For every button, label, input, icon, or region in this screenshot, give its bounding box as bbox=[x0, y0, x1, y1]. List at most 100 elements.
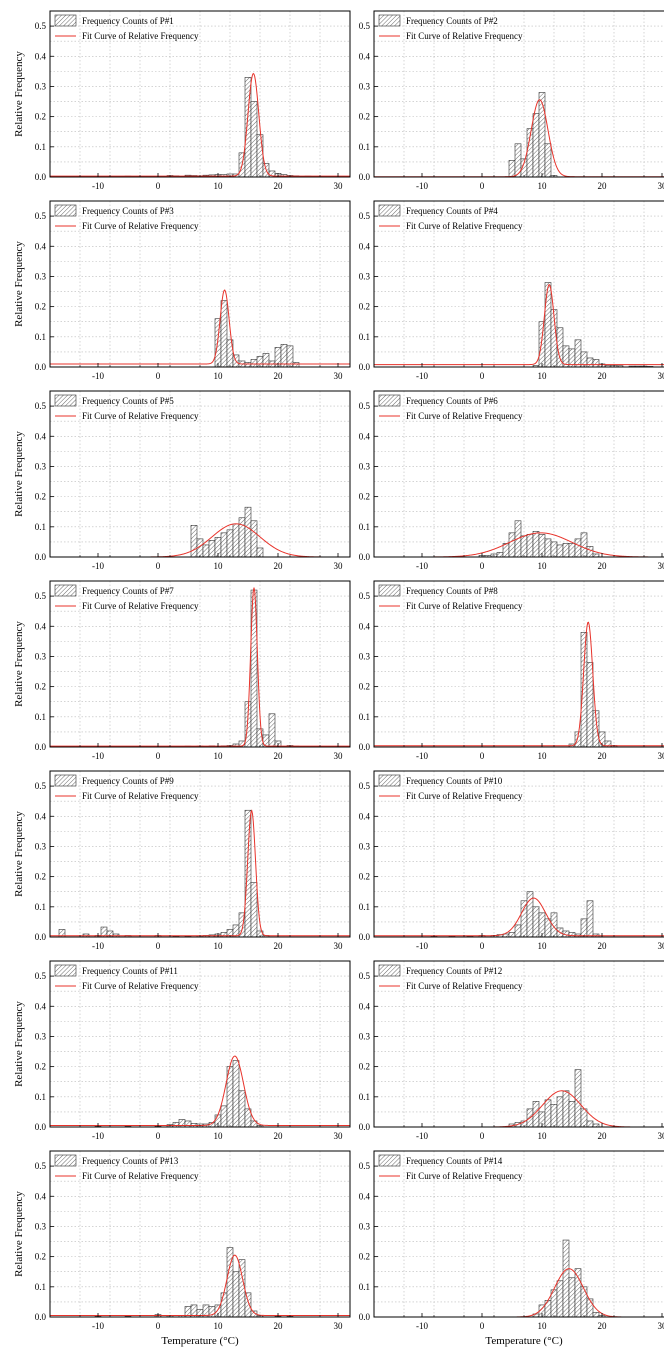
histogram-bar bbox=[550, 541, 558, 557]
histogram-bar bbox=[244, 362, 252, 367]
bars bbox=[214, 300, 300, 367]
histogram-bar bbox=[556, 544, 564, 557]
legend-bar-swatch bbox=[378, 204, 401, 217]
panels-root: -10 0 10 20 30 0.0 0.1 0.2 0.3 0.4 0.5 Frequency Co… bbox=[13, 10, 664, 1347]
panel-P1: -10 0 10 20 30 0.0 0.1 0.2 0.3 0.4 0.5 Frequency Co… bbox=[13, 10, 351, 191]
bars bbox=[478, 520, 600, 557]
x-tick-label: 10 bbox=[214, 1131, 224, 1141]
y-tick-label: 0.0 bbox=[35, 932, 47, 942]
x-tick-label: -10 bbox=[416, 1321, 428, 1331]
y-tick-label: 0.4 bbox=[359, 1191, 371, 1201]
panel-P10: -10 0 10 20 30 0.0 0.1 0.2 0.3 0.4 0.5 Frequency Co… bbox=[359, 770, 664, 951]
histogram-bar bbox=[232, 523, 240, 557]
histogram-bar bbox=[250, 101, 258, 177]
histogram-bar bbox=[244, 506, 252, 557]
y-tick-label: 0.0 bbox=[359, 362, 371, 372]
y-tick-label: 0.2 bbox=[359, 112, 370, 122]
histogram-bar bbox=[580, 918, 588, 937]
x-tick-label: 10 bbox=[214, 751, 224, 761]
bars bbox=[568, 632, 618, 747]
histogram-bar bbox=[586, 1120, 594, 1127]
y-tick-label: 0.5 bbox=[359, 781, 371, 791]
y-tick-label: 0.4 bbox=[359, 1001, 371, 1011]
y-axis-title: Relative Frequency bbox=[13, 1191, 25, 1277]
y-axis-title: Relative Frequency bbox=[13, 431, 25, 517]
fit-curve bbox=[374, 897, 664, 937]
y-tick-label: 0.4 bbox=[359, 431, 371, 441]
y-tick-label: 0.5 bbox=[359, 401, 371, 411]
x-tick-label: 20 bbox=[598, 561, 608, 571]
y-tick-label: 0.3 bbox=[359, 651, 371, 661]
legend-bar-label: Frequency Counts of P#2 bbox=[406, 16, 498, 26]
x-tick-label: 30 bbox=[334, 751, 344, 761]
y-tick-label: 0.1 bbox=[359, 142, 370, 152]
legend-fit-label: Fit Curve of Relative Frequency bbox=[82, 411, 199, 421]
legend-fit-label: Fit Curve of Relative Frequency bbox=[82, 221, 199, 231]
y-tick-label: 0.0 bbox=[359, 932, 371, 942]
histogram-bar bbox=[514, 924, 522, 937]
x-tick-label: 30 bbox=[334, 941, 344, 951]
legend-bar-label: Frequency Counts of P#4 bbox=[406, 206, 498, 216]
panel-P5: -10 0 10 20 30 0.0 0.1 0.2 0.3 0.4 0.5 Frequency Co… bbox=[13, 390, 351, 571]
histogram-bar bbox=[568, 932, 576, 937]
y-tick-label: 0.0 bbox=[359, 1122, 371, 1132]
x-tick-label: 10 bbox=[538, 1131, 548, 1141]
legend-bar-swatch bbox=[54, 394, 77, 407]
legend-bar-label: Frequency Counts of P#9 bbox=[82, 776, 174, 786]
legend-bar-label: Frequency Counts of P#11 bbox=[82, 966, 178, 976]
y-tick-label: 0.2 bbox=[359, 492, 370, 502]
histogram-bar bbox=[544, 538, 552, 557]
x-tick-label: 20 bbox=[274, 751, 284, 761]
x-tick-label: -10 bbox=[92, 1131, 104, 1141]
y-tick-label: 0.4 bbox=[35, 241, 47, 251]
histogram-bar bbox=[574, 538, 582, 557]
x-tick-label: 0 bbox=[156, 371, 161, 381]
grid-lines bbox=[49, 1150, 351, 1317]
histogram-bar bbox=[550, 912, 558, 937]
y-tick-label: 0.4 bbox=[35, 621, 47, 631]
y-tick-label: 0.5 bbox=[359, 971, 371, 981]
panel-P4: -10 0 10 20 30 0.0 0.1 0.2 0.3 0.4 0.5 Frequency Co… bbox=[359, 200, 664, 381]
x-tick-label: -10 bbox=[416, 941, 428, 951]
x-tick-label: -10 bbox=[92, 371, 104, 381]
histogram-bar bbox=[184, 1120, 192, 1127]
panel-P11: -10 0 10 20 30 0.0 0.1 0.2 0.3 0.4 0.5 Frequency Co… bbox=[13, 960, 351, 1141]
x-tick-label: -10 bbox=[92, 751, 104, 761]
y-tick-label: 0.5 bbox=[359, 591, 371, 601]
histogram-bar bbox=[592, 1312, 600, 1317]
y-tick-label: 0.5 bbox=[359, 211, 371, 221]
legend: Frequency Counts of P#5 Fit Curve of Rela… bbox=[54, 394, 199, 421]
y-tick-label: 0.2 bbox=[35, 1062, 46, 1072]
legend: Frequency Counts of P#8 Fit Curve of Rela… bbox=[378, 584, 523, 611]
x-tick-label: -10 bbox=[92, 1321, 104, 1331]
histogram-bar bbox=[262, 734, 270, 747]
legend-bar-swatch bbox=[54, 204, 77, 217]
histogram-bar bbox=[520, 535, 528, 557]
histogram-bar bbox=[508, 532, 516, 557]
x-tick-label: 10 bbox=[538, 371, 548, 381]
fit-curve bbox=[374, 621, 664, 747]
x-tick-label: 10 bbox=[214, 181, 224, 191]
y-tick-label: 0.2 bbox=[35, 302, 46, 312]
y-axis-title: Relative Frequency bbox=[13, 1001, 25, 1087]
histogram-bar bbox=[568, 1101, 576, 1127]
panel-P7: -10 0 10 20 30 0.0 0.1 0.2 0.3 0.4 0.5 Frequency Co… bbox=[13, 580, 351, 761]
y-tick-label: 0.5 bbox=[359, 21, 371, 31]
x-tick-label: 0 bbox=[156, 751, 161, 761]
histogram-bar bbox=[220, 932, 228, 937]
legend-bar-label: Frequency Counts of P#3 bbox=[82, 206, 174, 216]
x-tick-label: -10 bbox=[416, 181, 428, 191]
legend-fit-label: Fit Curve of Relative Frequency bbox=[406, 31, 523, 41]
y-tick-label: 0.2 bbox=[359, 872, 370, 882]
histogram-bar bbox=[208, 540, 216, 557]
legend-bar-swatch bbox=[54, 584, 77, 597]
bars bbox=[532, 282, 654, 367]
histogram-bar bbox=[544, 1099, 552, 1127]
y-tick-label: 0.0 bbox=[35, 1122, 47, 1132]
histogram-bar bbox=[586, 546, 594, 557]
legend: Frequency Counts of P#13 Fit Curve of Rel… bbox=[54, 1154, 199, 1181]
y-axis-title: Relative Frequency bbox=[13, 621, 25, 707]
x-tick-label: 20 bbox=[598, 751, 608, 761]
legend-fit-label: Fit Curve of Relative Frequency bbox=[82, 791, 199, 801]
y-tick-label: 0.1 bbox=[35, 712, 46, 722]
